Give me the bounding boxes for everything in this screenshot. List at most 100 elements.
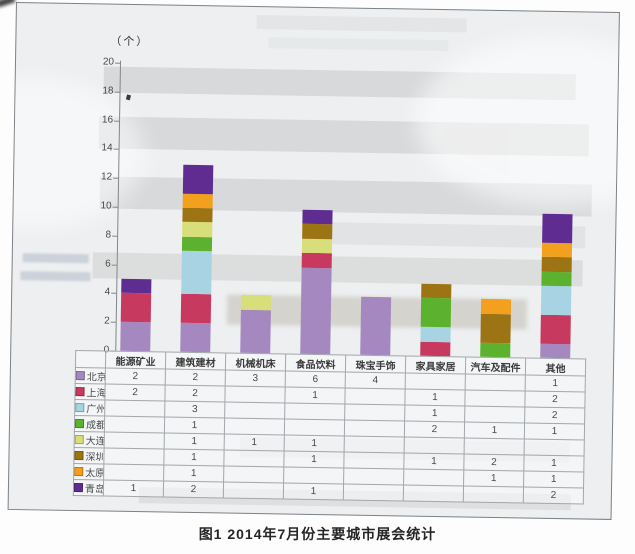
legend-swatch <box>74 419 85 429</box>
bleedthrough-text-strip <box>20 271 91 282</box>
legend-swatch <box>75 371 85 381</box>
table-value-cell <box>224 386 286 404</box>
table-value-cell <box>223 450 285 468</box>
legend-city-cell: 广州 <box>74 399 105 417</box>
table-value-cell: 1 <box>523 454 585 472</box>
table-value-cell: 2 <box>463 453 525 471</box>
bar-segment <box>420 341 451 357</box>
table-value-cell: 6 <box>285 371 346 389</box>
bar-segment <box>360 297 392 356</box>
table-corner-cell <box>75 350 106 369</box>
legend-city-cell: 太原 <box>73 463 104 481</box>
table-value-cell: 1 <box>403 452 465 470</box>
bar-segment <box>480 313 511 343</box>
table-value-cell <box>103 448 165 466</box>
bar-segment <box>541 271 572 287</box>
table-value-cell: 3 <box>225 370 286 388</box>
legend-city-label: 深圳 <box>85 452 105 464</box>
bar-segment <box>302 224 333 240</box>
table-value-cell <box>464 437 525 455</box>
table-value-cell <box>223 482 284 500</box>
y-axis-tick-label: 12 <box>100 171 113 183</box>
table-value-cell: 1 <box>284 435 345 453</box>
table-value-cell <box>404 436 465 454</box>
bar-segment <box>120 293 152 323</box>
table-value-cell: 2 <box>164 385 226 403</box>
bar-segment <box>182 207 213 223</box>
legend-city-cell: 深圳 <box>73 447 105 465</box>
table-header-cell: 家具家居 <box>405 356 466 375</box>
table-value-cell <box>104 400 165 418</box>
y-axis-tick-mark <box>114 62 121 64</box>
bar-segment <box>540 314 571 344</box>
table-value-cell: 2 <box>524 390 586 408</box>
legend-city-cell: 成都 <box>74 415 105 433</box>
figure-caption: 图1 2014年7月份主要城市展会统计 <box>198 526 437 542</box>
y-axis-tick-mark <box>111 264 117 266</box>
table-value-cell <box>224 402 285 420</box>
data-table: 能源矿业 建筑建材 机械机床 食品饮料 珠宝手饰 家具家居 汽车及配件 其他 北京 2 2 3 6 4 1 上… <box>72 350 587 505</box>
bleedthrough-band <box>256 14 467 33</box>
table-value-cell: 1 <box>404 389 466 406</box>
y-axis-tick-label: 18 <box>102 85 114 97</box>
y-axis-tick-mark <box>112 235 118 237</box>
bleedthrough-text-strip <box>22 253 89 264</box>
scanned-chart-frame: （个） 0 2 4 6 8 10 12 14 16 18 20 能源矿业 建筑建材 机械机床 食品饮料 珠宝… <box>7 2 620 520</box>
legend-city-label: 青岛 <box>84 484 104 496</box>
table-value-cell: 1 <box>464 421 525 439</box>
table-value-cell: 4 <box>345 372 406 390</box>
table-value-cell: 1 <box>463 469 524 487</box>
y-axis-tick-label: 10 <box>100 200 112 212</box>
legend-city-label: 广州 <box>86 404 105 416</box>
bar-segment <box>300 267 332 355</box>
ink-speck <box>125 94 132 101</box>
bar-segment <box>541 256 572 272</box>
legend-swatch <box>74 451 84 461</box>
legend-city-cell: 大连 <box>74 431 105 449</box>
legend-city-label: 大连 <box>85 436 105 448</box>
table-header-cell: 建筑建材 <box>165 352 226 371</box>
bleedthrough-band <box>268 37 449 52</box>
table-value-cell <box>343 467 404 485</box>
table-value-cell <box>405 373 466 390</box>
y-axis-tick-mark <box>111 293 117 295</box>
table-value-cell <box>403 468 464 486</box>
table-value-cell: 2 <box>524 406 585 424</box>
bar-segment <box>301 238 333 254</box>
table-value-cell <box>223 466 284 484</box>
table-value-cell <box>343 483 404 501</box>
table-value-cell <box>403 484 464 502</box>
legend-city-label: 太原 <box>85 468 104 480</box>
table-value-cell <box>464 405 525 423</box>
table-value-cell <box>524 438 585 456</box>
legend-city-label: 北京 <box>86 372 106 384</box>
table-value-cell <box>283 467 344 484</box>
y-axis-unit-label: （个） <box>110 35 150 49</box>
legend-swatch <box>73 483 84 493</box>
bar-segment <box>182 193 213 209</box>
bar-segment <box>540 343 571 359</box>
table-header-cell: 其他 <box>525 357 586 376</box>
table-value-cell: 1 <box>283 483 344 500</box>
table-header-cell: 能源矿业 <box>105 351 166 370</box>
bar-segment <box>301 252 332 268</box>
table-value-cell: 1 <box>523 470 584 488</box>
y-axis-tick-label: 2 <box>104 315 110 327</box>
y-axis-tick-label: 14 <box>101 142 113 155</box>
legend-swatch <box>75 387 85 397</box>
table-value-cell <box>224 418 285 436</box>
table-value-cell: 1 <box>224 434 285 452</box>
table-value-cell: 1 <box>525 374 586 392</box>
y-axis-tick-mark <box>110 321 116 323</box>
y-axis-tick-mark <box>114 120 120 122</box>
table-value-cell <box>284 403 345 421</box>
bar-segment <box>120 321 151 352</box>
y-axis-tick-label: 16 <box>101 114 114 126</box>
table-value-cell: 2 <box>105 368 166 386</box>
table-header-cell: 食品饮料 <box>285 354 346 373</box>
bar-segment <box>480 342 511 358</box>
table-value-cell <box>344 388 406 406</box>
table-value-cell <box>344 436 405 453</box>
bar-segment <box>541 242 573 258</box>
bar-segment <box>180 322 211 353</box>
